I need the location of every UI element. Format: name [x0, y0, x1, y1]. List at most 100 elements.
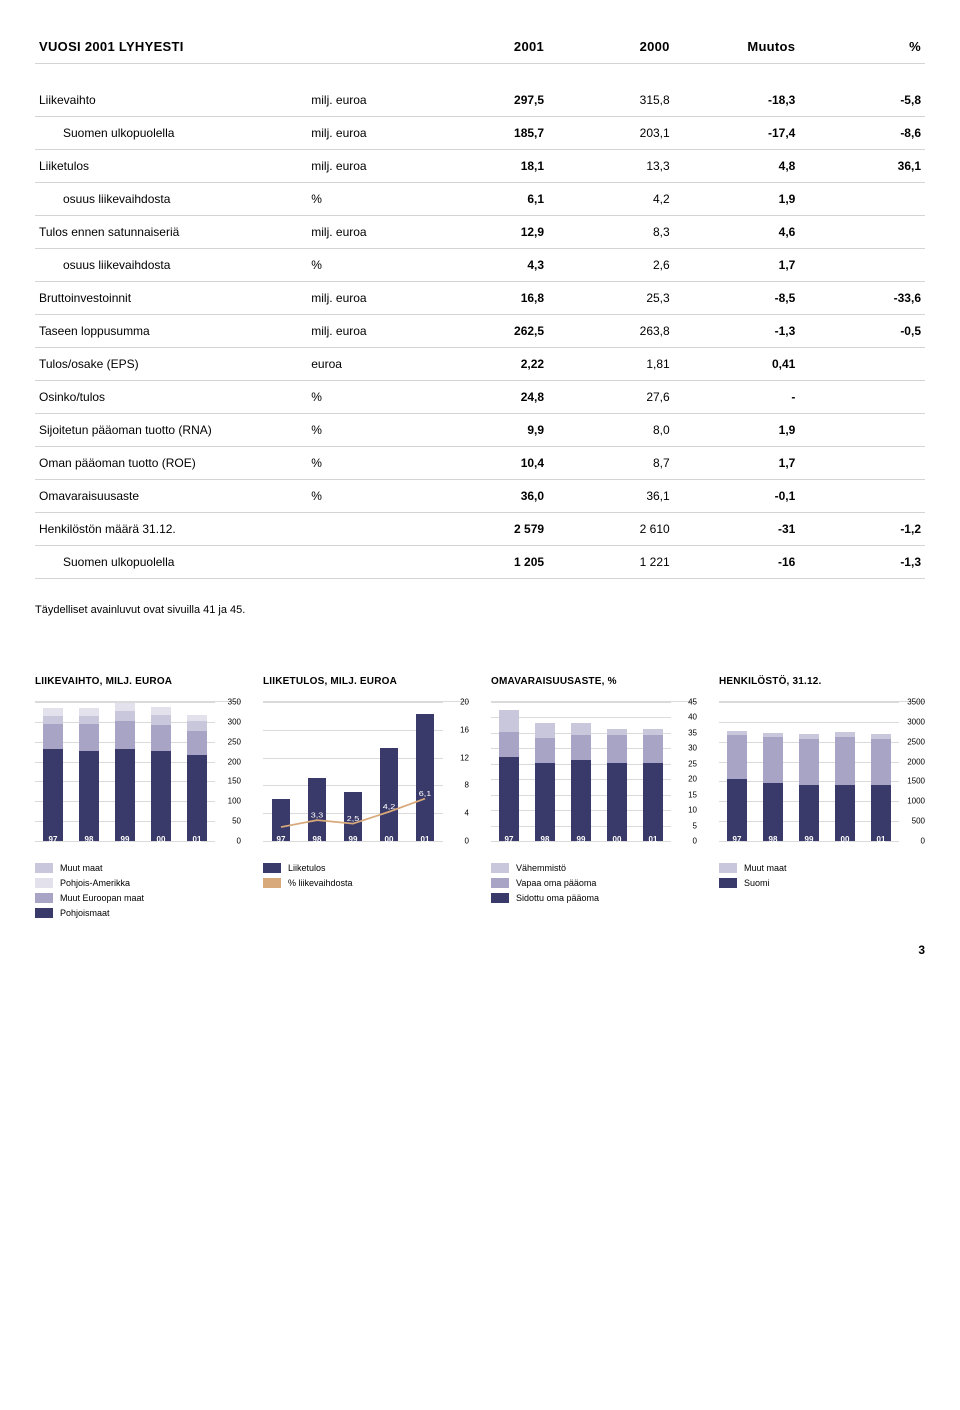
header-row: VUOSI 2001 LYHYESTI 2001 2000 Muutos %: [35, 30, 925, 64]
legend-label: Vapaa oma pääoma: [516, 878, 596, 888]
axis-label: 20: [460, 698, 469, 707]
axis-label: 5: [693, 821, 697, 830]
x-axis-label: 00: [613, 835, 622, 844]
axis-label: 25: [688, 759, 697, 768]
legend-swatch: [719, 878, 737, 888]
cell-2000: 8,0: [548, 414, 674, 447]
bar-segment: [871, 739, 891, 785]
legend-col: Muut maatPohjois-AmerikkaMuut Euroopan m…: [35, 863, 241, 923]
cell-2000: 1,81: [548, 348, 674, 381]
financial-table: Liikevaihto milj. euroa 297,5 315,8 -18,…: [35, 84, 925, 579]
cell-2000: 27,6: [548, 381, 674, 414]
bar-segment: [499, 757, 519, 841]
bar-segment: [835, 785, 855, 841]
x-axis-label: 98: [85, 835, 94, 844]
axis-label: 45: [688, 698, 697, 707]
cell-pct: [799, 183, 925, 216]
cell-2001: 2 579: [422, 513, 548, 546]
cell-pct: [799, 447, 925, 480]
cell-2001: 24,8: [422, 381, 548, 414]
chart-liikevaihto: LIIKEVAIHTO, MILJ. EUROA 050100150200250…: [35, 676, 241, 841]
legends-row: Muut maatPohjois-AmerikkaMuut Euroopan m…: [35, 863, 925, 923]
axis-label: 300: [228, 717, 241, 726]
row-label: Bruttoinvestoinnit: [35, 282, 307, 315]
axis-label: 2000: [907, 757, 925, 766]
legend-label: Muut maat: [744, 863, 787, 873]
row-unit: milj. euroa: [307, 150, 422, 183]
header-2001: 2001: [422, 30, 548, 64]
cell-pct: [799, 480, 925, 513]
legend-col: Muut maat Suomi: [719, 863, 925, 923]
cell-2000: 13,3: [548, 150, 674, 183]
table-row: Tulos ennen satunnaiseriä milj. euroa 12…: [35, 216, 925, 249]
table-row: Liikevaihto milj. euroa 297,5 315,8 -18,…: [35, 84, 925, 117]
axis-label: 0: [237, 837, 241, 846]
legend-swatch: [35, 908, 53, 918]
x-axis-label: 97: [49, 835, 58, 844]
legend-label: Suomi: [744, 878, 770, 888]
row-unit: milj. euroa: [307, 84, 422, 117]
bar-segment: [607, 763, 627, 841]
cell-2001: 2,22: [422, 348, 548, 381]
chart-title: LIIKEVAIHTO, MILJ. EUROA: [35, 676, 241, 687]
bar-segment: [187, 755, 207, 841]
x-axis-label: 01: [193, 835, 202, 844]
x-axis-label: 01: [877, 835, 886, 844]
row-label: osuus liikevaihdosta: [35, 249, 307, 282]
x-axis-label: 97: [733, 835, 742, 844]
axis-label: 0: [921, 837, 925, 846]
bar-segment: [535, 763, 555, 841]
row-unit: %: [307, 414, 422, 447]
bar: [416, 714, 434, 841]
cell-2001: 297,5: [422, 84, 548, 117]
axis-label: 10: [688, 806, 697, 815]
bar: [380, 748, 398, 841]
row-label: Tulos ennen satunnaiseriä: [35, 216, 307, 249]
axis-label: 35: [688, 728, 697, 737]
cell-muutos: 1,9: [674, 183, 800, 216]
cell-2000: 2,6: [548, 249, 674, 282]
table-row: osuus liikevaihdosta % 6,1 4,2 1,9: [35, 183, 925, 216]
cell-muutos: 4,6: [674, 216, 800, 249]
legend-label: Liiketulos: [288, 863, 326, 873]
x-axis-label: 98: [541, 835, 550, 844]
bar-segment: [115, 721, 135, 749]
x-axis-label: 00: [841, 835, 850, 844]
bar-segment: [499, 710, 519, 732]
cell-2000: 315,8: [548, 84, 674, 117]
axis-label: 8: [465, 781, 469, 790]
axis-label: 0: [465, 837, 469, 846]
x-axis-label: 98: [313, 835, 322, 844]
cell-2000: 8,7: [548, 447, 674, 480]
row-label: Taseen loppusumma: [35, 315, 307, 348]
row-unit: %: [307, 249, 422, 282]
row-unit: milj. euroa: [307, 216, 422, 249]
axis-label: 1500: [907, 777, 925, 786]
row-label: Liikevaihto: [35, 84, 307, 117]
row-unit: %: [307, 381, 422, 414]
bar-segment: [43, 749, 63, 841]
row-label: Liiketulos: [35, 150, 307, 183]
row-unit: milj. euroa: [307, 117, 422, 150]
legend-item: Muut maat: [719, 863, 925, 873]
table-row: Oman pääoman tuotto (ROE) % 10,4 8,7 1,7: [35, 447, 925, 480]
cell-2000: 1 221: [548, 546, 674, 579]
row-unit: [307, 513, 422, 546]
cell-2001: 9,9: [422, 414, 548, 447]
row-unit: %: [307, 480, 422, 513]
chart-henkilosto: HENKILÖSTÖ, 31.12. 050010001500200025003…: [719, 676, 925, 841]
bar-segment: [727, 779, 747, 841]
axis-label: 4: [465, 809, 469, 818]
cell-2000: 36,1: [548, 480, 674, 513]
axis-label: 1000: [907, 797, 925, 806]
legend-item: Vapaa oma pääoma: [491, 878, 697, 888]
cell-2001: 1 205: [422, 546, 548, 579]
x-axis-label: 98: [769, 835, 778, 844]
x-axis-label: 97: [505, 835, 514, 844]
legend-swatch: [35, 893, 53, 903]
row-unit: euroa: [307, 348, 422, 381]
axis-label: 50: [232, 817, 241, 826]
axis-label: 500: [912, 817, 925, 826]
cell-2000: 263,8: [548, 315, 674, 348]
x-axis-label: 97: [277, 835, 286, 844]
